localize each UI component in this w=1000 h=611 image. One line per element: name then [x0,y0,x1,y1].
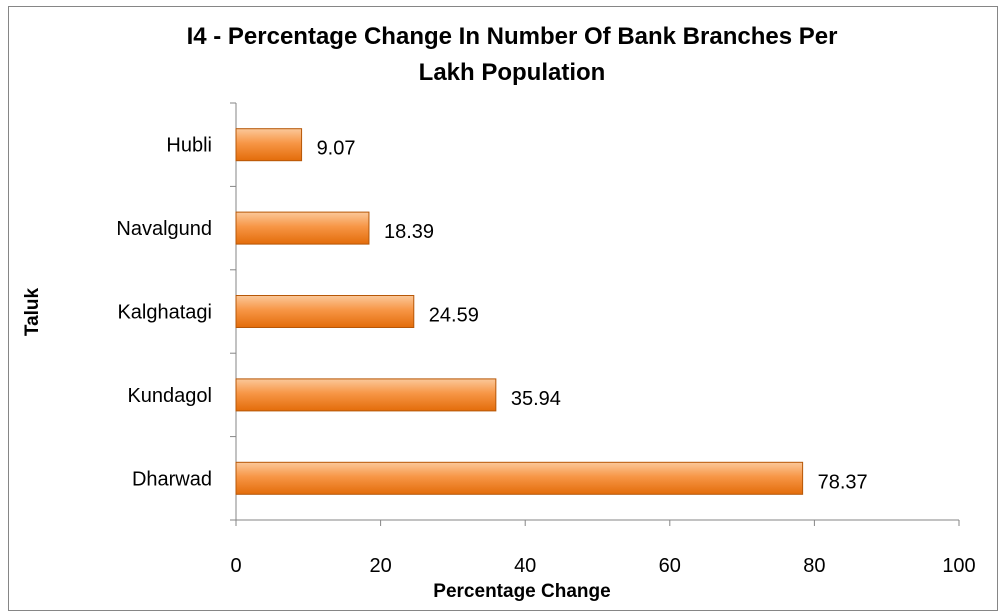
bar-dharwad [235,461,804,495]
chart-title-line-1: I4 - Percentage Change In Number Of Bank… [187,23,838,50]
data-label: 35.94 [511,388,561,410]
x-tick-label: 40 [514,555,536,577]
y-category-label: Hubli [166,135,212,157]
y-category-label: Kalghatagi [117,302,212,324]
x-axis-title: Percentage Change [433,581,610,602]
x-tick-label: 20 [369,555,391,577]
data-label: 78.37 [818,471,868,493]
bar-navalgund [235,211,370,245]
x-tick-label: 60 [659,555,681,577]
data-label: 24.59 [429,305,479,327]
bar-kalghatagi [235,295,415,328]
chart-area [8,6,998,611]
y-axis-title: Taluk [22,287,43,336]
bar-hubli [235,128,303,162]
x-tick-label: 0 [230,555,241,577]
chart-title-line-2: Lakh Population [419,59,606,86]
data-label: 18.39 [384,221,434,243]
y-category-label: Kundagol [127,385,212,407]
x-tick-label: 100 [942,555,975,577]
x-tick-label: 80 [803,555,825,577]
bar-kundagol [235,378,497,412]
plot-area: 0 20 40 60 80 100 Hubli 9.07 Navalgund 18.39 Kalgh… [116,102,976,577]
y-category-label: Dharwad [132,468,212,490]
data-label: 9.07 [317,138,356,160]
y-category-label: Navalgund [116,218,212,240]
